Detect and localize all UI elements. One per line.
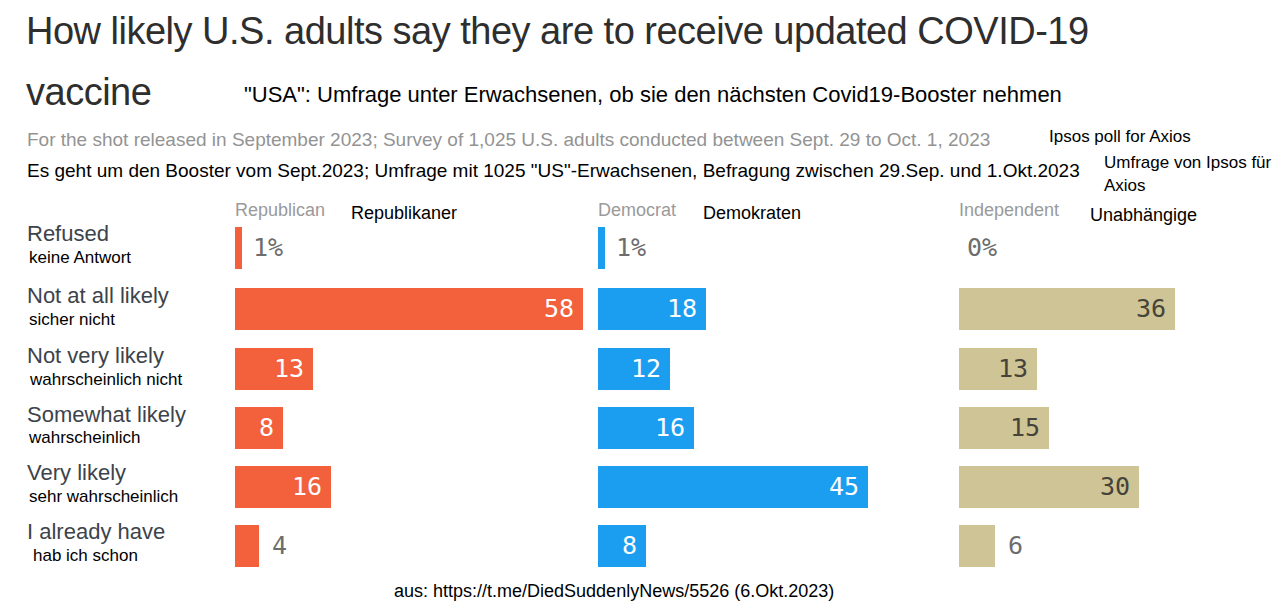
col-header-democrat-de: Demokraten — [703, 203, 801, 224]
row-label-refused-de: keine Antwort — [29, 248, 131, 268]
bar-independent-not-at-all-likely: 36 — [959, 288, 1175, 330]
chart-canvas: How likely U.S. adults say they are to r… — [0, 0, 1280, 612]
bar-independent-already-have: 6 — [959, 525, 995, 567]
telegram-source-link: aus: https://t.me/DiedSuddenlyNews/5526 … — [394, 581, 834, 602]
bar-republican-not-at-all-likely: 58 — [235, 288, 583, 330]
bar-republican-already-have: 4 — [235, 525, 259, 567]
chart-title-line2: vaccine — [26, 71, 151, 114]
row-label-already-have-de: hab ich schon — [33, 546, 138, 566]
bar-democrat-not-at-all-likely: 18 — [598, 288, 706, 330]
bar-democrat-already-have: 8 — [598, 525, 646, 567]
row-label-not-very-likely: Not very likely — [27, 343, 164, 369]
row-label-somewhat-likely: Somewhat likely — [27, 402, 186, 428]
bar-independent-not-very-likely: 13 — [959, 348, 1037, 390]
col-header-independent-de: Unabhängige — [1090, 205, 1197, 226]
col-header-democrat: Democrat — [598, 200, 676, 221]
bar-republican-refused: 1% — [235, 227, 242, 269]
row-label-refused: Refused — [27, 221, 109, 247]
bar-democrat-very-likely: 45 — [598, 466, 868, 508]
row-label-very-likely: Very likely — [27, 460, 126, 486]
row-label-not-very-likely-de: wahrscheinlich nicht — [30, 370, 182, 390]
subtitle-german: Es geht um den Booster vom Sept.2023; Um… — [27, 160, 1080, 182]
bar-republican-not-very-likely: 13 — [235, 348, 313, 390]
bar-republican-very-likely: 16 — [235, 466, 331, 508]
col-header-republican: Republican — [235, 200, 325, 221]
bar-independent-very-likely: 30 — [959, 466, 1139, 508]
row-label-already-have: I already have — [27, 519, 165, 545]
row-label-very-likely-de: sehr wahrscheinlich — [29, 487, 178, 507]
chart-title-german: "USA": Umfrage unter Erwachsenen, ob sie… — [244, 82, 1062, 108]
credit-english: Ipsos poll for Axios — [1049, 127, 1191, 147]
chart-title-line1: How likely U.S. adults say they are to r… — [26, 10, 1089, 53]
row-label-not-at-all-likely-de: sicher nicht — [29, 310, 115, 330]
bar-independent-somewhat-likely: 15 — [959, 407, 1049, 449]
subtitle-english: For the shot released in September 2023;… — [27, 129, 990, 151]
bar-democrat-somewhat-likely: 16 — [598, 407, 694, 449]
col-header-republican-de: Republikaner — [351, 203, 457, 224]
row-label-somewhat-likely-de: wahrscheinlich — [29, 428, 141, 448]
bar-republican-somewhat-likely: 8 — [235, 407, 283, 449]
row-label-not-at-all-likely: Not at all likely — [27, 283, 169, 309]
credit-german: Umfrage von Ipsos für Axios — [1104, 151, 1280, 197]
bar-democrat-refused: 1% — [598, 227, 605, 269]
col-header-independent: Independent — [959, 200, 1059, 221]
bar-democrat-not-very-likely: 12 — [598, 348, 670, 390]
